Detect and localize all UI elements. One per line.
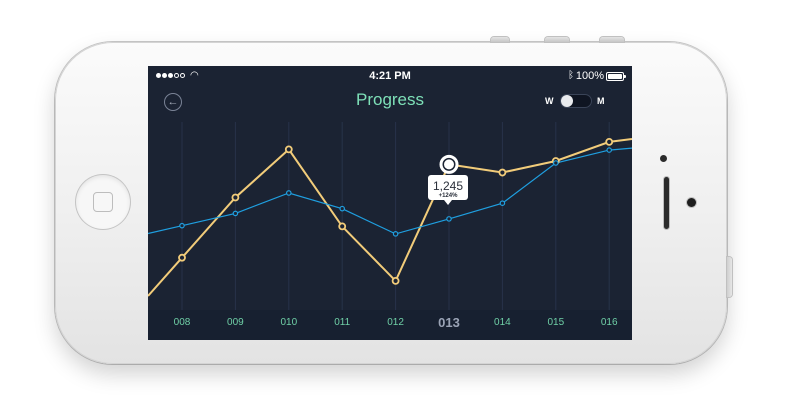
value-tooltip: 1,245 +124% (428, 175, 468, 205)
x-tick-label[interactable]: 009 (227, 317, 244, 328)
status-bar: ◠ 4:21 PM ᛒ 100% (148, 66, 632, 86)
highlighted-point-core (444, 159, 454, 170)
data-point[interactable] (179, 222, 185, 229)
data-point[interactable] (605, 137, 614, 146)
tooltip-pointer (444, 200, 452, 205)
page-title: Progress (355, 90, 425, 109)
tooltip-layer: 1,245 +124% (428, 175, 468, 205)
home-button[interactable] (76, 175, 130, 229)
proximity-sensor (660, 155, 667, 162)
data-point[interactable] (339, 205, 346, 212)
data-point[interactable] (232, 210, 239, 217)
signal-strength-icon (156, 73, 185, 78)
data-point[interactable] (446, 216, 452, 222)
data-point[interactable] (178, 253, 186, 262)
x-tick-label[interactable]: 016 (601, 317, 618, 328)
volume-up-button (545, 37, 569, 42)
earpiece-speaker (664, 177, 669, 229)
progress-chart (148, 122, 632, 310)
tooltip-change: +124% (439, 193, 459, 199)
front-camera (687, 198, 696, 207)
mute-switch (491, 37, 509, 42)
data-point[interactable] (498, 168, 507, 177)
data-point[interactable] (286, 190, 292, 196)
x-tick-label[interactable]: 011 (334, 317, 350, 328)
power-button (727, 257, 732, 297)
week-toggle-label: W (545, 96, 554, 106)
x-tick-label[interactable]: 014 (494, 317, 511, 328)
app-screen: 008 009 010 011 012 013 014 015 016 1,245 +124% … (148, 66, 632, 340)
bluetooth-icon: ᛒ (568, 70, 574, 81)
toggle-knob (561, 95, 573, 107)
data-point[interactable] (338, 222, 347, 231)
battery-icon (606, 72, 626, 81)
x-tick-label[interactable]: 008 (174, 317, 191, 328)
data-point[interactable] (231, 193, 240, 202)
wifi-icon: ◠ (190, 70, 199, 81)
data-point[interactable] (391, 276, 400, 285)
data-point[interactable] (284, 145, 293, 154)
tooltip-value: 1,245 (433, 179, 463, 193)
x-tick-label[interactable]: 010 (280, 317, 297, 328)
x-tick-label[interactable]: 013 (438, 315, 460, 330)
battery-percentage: 100% (575, 70, 604, 82)
data-point[interactable] (552, 160, 559, 166)
data-point[interactable] (606, 147, 613, 153)
month-toggle-label: M (597, 96, 605, 106)
tooltip-box (428, 175, 468, 200)
x-axis-bar (148, 310, 632, 340)
x-tick-label[interactable]: 012 (387, 317, 404, 328)
x-axis-labels: 008 009 010 011 012 013 014 015 016 (174, 315, 618, 330)
status-time: 4:21 PM (369, 70, 411, 82)
week-month-toggle[interactable] (560, 94, 592, 108)
volume-down-button (600, 37, 624, 42)
data-point[interactable] (392, 231, 399, 237)
data-point[interactable] (499, 200, 506, 207)
x-tick-label[interactable]: 015 (547, 317, 564, 328)
back-arrow-icon[interactable]: ← (164, 93, 182, 111)
